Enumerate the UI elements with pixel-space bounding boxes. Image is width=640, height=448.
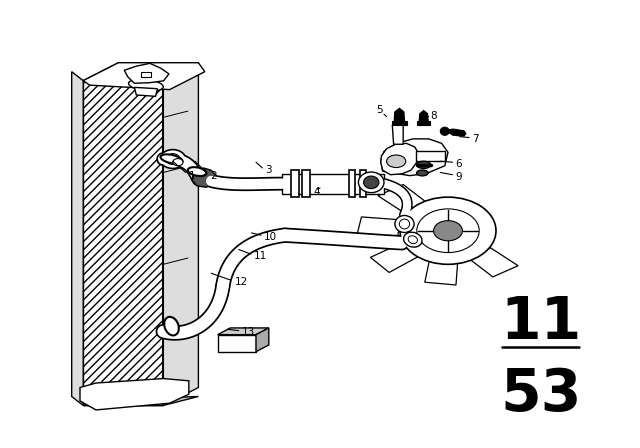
Polygon shape [425,259,458,285]
Text: 1: 1 [189,171,195,181]
Polygon shape [134,87,157,96]
Polygon shape [302,170,310,197]
Polygon shape [282,174,384,194]
Ellipse shape [417,170,428,176]
Ellipse shape [161,155,182,164]
Ellipse shape [399,219,410,229]
Polygon shape [392,123,403,144]
Text: 6: 6 [456,159,462,168]
Circle shape [434,220,463,241]
Polygon shape [83,81,163,405]
Polygon shape [360,170,366,197]
Polygon shape [349,170,355,197]
Text: 53: 53 [500,366,582,423]
Text: 2: 2 [210,171,216,181]
Polygon shape [83,396,198,405]
Text: 5: 5 [376,105,383,115]
Circle shape [173,159,183,166]
Text: 12: 12 [235,277,248,287]
Polygon shape [291,170,299,197]
Text: 4: 4 [314,187,320,197]
Polygon shape [124,63,169,83]
Polygon shape [83,81,163,405]
Ellipse shape [387,155,406,168]
Text: 7: 7 [472,134,479,144]
Polygon shape [80,379,189,410]
Polygon shape [218,335,256,352]
Text: 3: 3 [266,165,272,175]
Circle shape [400,197,496,264]
Polygon shape [469,248,518,277]
Polygon shape [392,121,407,125]
Text: 9: 9 [456,172,462,182]
Polygon shape [357,217,400,237]
Ellipse shape [164,317,179,336]
Text: 11: 11 [254,251,268,261]
Text: 10: 10 [264,233,277,242]
Polygon shape [256,328,269,352]
Polygon shape [394,108,404,122]
Ellipse shape [160,150,186,168]
Ellipse shape [358,172,384,193]
Polygon shape [83,81,163,405]
Ellipse shape [417,161,431,168]
Ellipse shape [395,215,414,233]
Polygon shape [83,63,198,81]
Polygon shape [141,72,151,77]
Text: 8: 8 [430,112,436,121]
Ellipse shape [364,176,379,189]
Ellipse shape [408,236,417,244]
Text: 11: 11 [500,294,581,351]
Ellipse shape [129,79,163,91]
Polygon shape [192,168,216,187]
Polygon shape [416,151,445,161]
Ellipse shape [404,232,422,247]
Ellipse shape [166,154,180,164]
Ellipse shape [188,167,206,176]
Polygon shape [378,185,427,214]
Ellipse shape [440,127,449,135]
Polygon shape [163,63,198,405]
Polygon shape [218,328,269,335]
Circle shape [417,209,479,253]
Polygon shape [83,63,205,90]
Polygon shape [448,129,466,136]
Polygon shape [371,243,419,272]
Text: 13: 13 [242,327,255,337]
Polygon shape [72,72,83,405]
Polygon shape [419,111,428,122]
Polygon shape [381,143,419,175]
Polygon shape [417,121,430,125]
